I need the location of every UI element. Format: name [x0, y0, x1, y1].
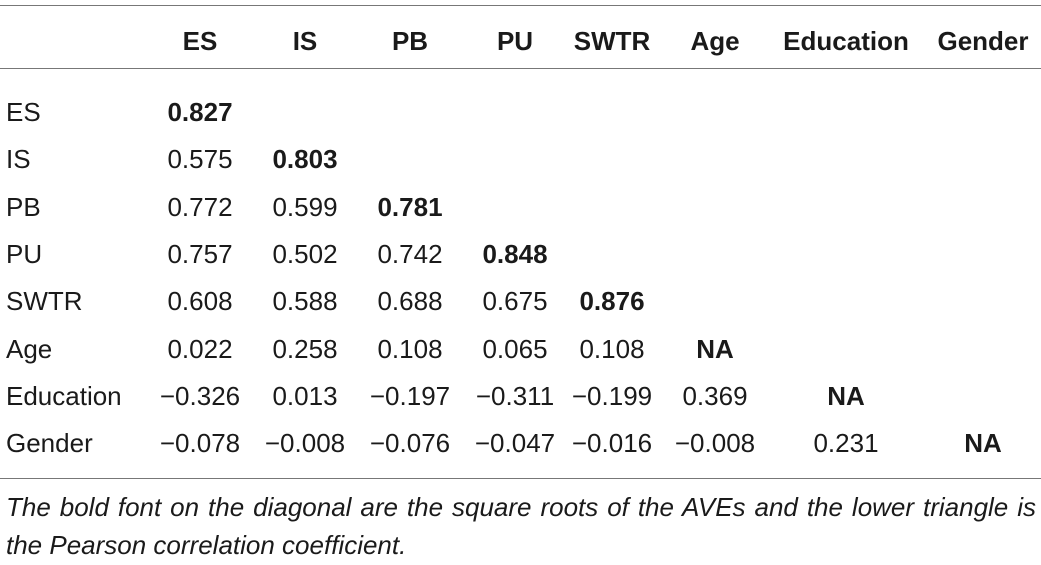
diagonal-cell: 0.803: [272, 144, 338, 175]
correlation-cell: 0.369: [682, 380, 748, 411]
column-header: Education: [783, 26, 909, 56]
correlation-cell: 0.599: [272, 191, 338, 222]
bottom-rule: [0, 478, 1041, 479]
row-label: Education: [6, 380, 122, 411]
correlation-cell: 0.065: [482, 333, 548, 364]
diagonal-cell: NA: [827, 380, 865, 411]
row-label: Gender: [6, 428, 93, 459]
diagonal-cell: 0.827: [167, 97, 233, 127]
column-header: Age: [690, 26, 740, 56]
row-label: Age: [6, 333, 53, 364]
row-label: SWTR: [6, 286, 83, 317]
correlation-cell: −0.047: [474, 428, 556, 459]
column-header: PU: [496, 26, 534, 56]
correlation-cell: −0.078: [159, 428, 241, 459]
correlation-cell: 0.108: [377, 333, 443, 364]
correlation-cell: 0.675: [482, 286, 548, 317]
correlation-cell: 0.231: [813, 428, 879, 459]
correlation-cell: 0.742: [377, 238, 443, 269]
diagonal-cell: 0.876: [579, 286, 645, 317]
column-header: IS: [292, 26, 318, 56]
correlation-cell: 0.588: [272, 286, 338, 317]
diagonal-cell: 0.848: [482, 238, 548, 269]
correlation-cell: −0.008: [264, 428, 346, 459]
row-label: ES: [6, 97, 41, 127]
top-rule: [0, 5, 1041, 6]
column-header: ES: [182, 26, 218, 56]
correlation-cell: −0.008: [674, 428, 756, 459]
correlation-cell: 0.502: [272, 238, 338, 269]
diagonal-cell: NA: [964, 428, 1002, 459]
correlation-cell: 0.772: [167, 191, 233, 222]
correlation-cell: 0.013: [272, 380, 338, 411]
correlation-cell: 0.608: [167, 286, 233, 317]
correlation-cell: −0.311: [475, 380, 555, 411]
column-header: PB: [391, 26, 429, 56]
correlation-cell: −0.326: [159, 380, 241, 411]
correlation-cell: 0.575: [167, 144, 233, 175]
correlation-cell: −0.199: [571, 380, 653, 411]
correlation-cell: −0.076: [369, 428, 451, 459]
row-label: PB: [6, 191, 41, 222]
correlation-cell: 0.757: [167, 238, 233, 269]
correlation-cell: −0.016: [571, 428, 653, 459]
row-label: IS: [6, 144, 31, 175]
diagonal-cell: NA: [696, 333, 734, 364]
correlation-cell: 0.108: [579, 333, 645, 364]
correlation-cell: −0.197: [369, 380, 451, 411]
header-rule: [0, 68, 1041, 69]
correlation-cell: 0.688: [377, 286, 443, 317]
column-header: Gender: [937, 26, 1029, 56]
diagonal-cell: 0.781: [377, 191, 443, 222]
footnote: The bold font on the diagonal are the sq…: [6, 492, 1036, 560]
column-header: SWTR: [573, 26, 651, 56]
correlation-cell: 0.022: [167, 333, 233, 364]
row-label: PU: [6, 238, 43, 269]
correlation-cell: 0.258: [272, 333, 338, 364]
